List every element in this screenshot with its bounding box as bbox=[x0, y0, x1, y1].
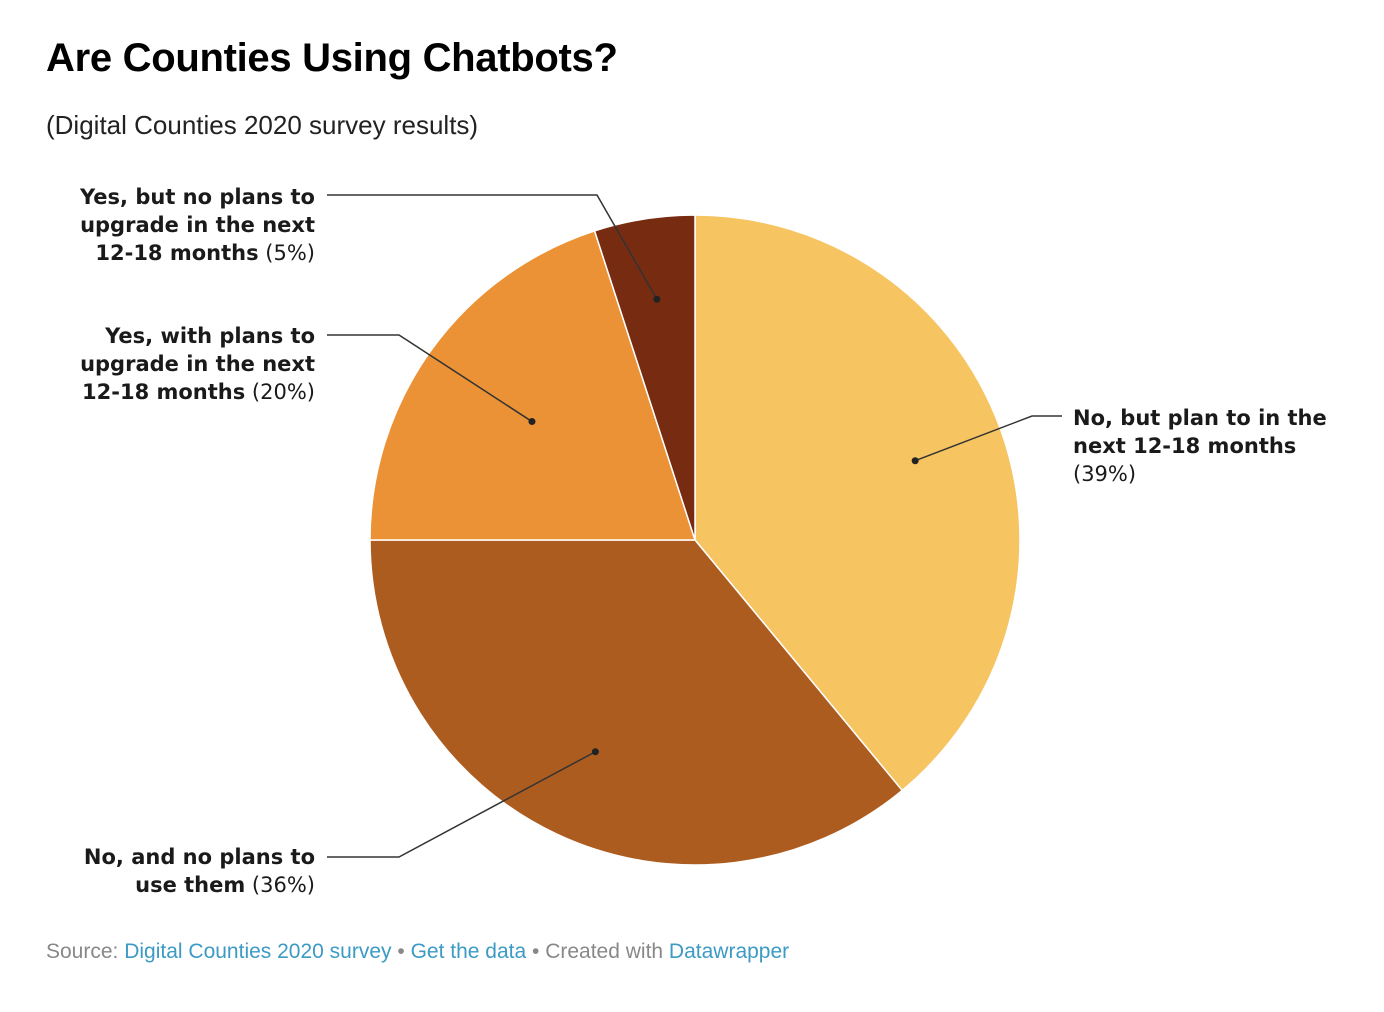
slice-label-text: No, but plan to in the bbox=[1073, 406, 1327, 430]
pie-slice[interactable] bbox=[593, 214, 696, 541]
slice-label-text: Yes, but no plans to bbox=[79, 185, 315, 209]
slice-labels: No, but plan to in the next 12-18 months (… bbox=[79, 185, 1327, 897]
slice-label: No, but plan to in the next 12-18 months (… bbox=[1073, 406, 1327, 486]
slice-label-text: No, and no plans to bbox=[84, 845, 315, 869]
footer-separator: • bbox=[526, 940, 546, 963]
slice-label-text: next 12-18 months bbox=[1073, 434, 1296, 458]
pie-slices bbox=[369, 214, 1021, 866]
leader-line bbox=[914, 415, 1062, 462]
slice-label: Yes, with plans to upgrade in the next 12-… bbox=[80, 324, 315, 404]
chart-subtitle: (Digital Counties 2020 survey results) bbox=[46, 110, 479, 140]
datawrapper-link[interactable]: Datawrapper bbox=[668, 940, 790, 963]
slice-label-text: upgrade in the next bbox=[80, 352, 315, 376]
slice-percent: (5%) bbox=[259, 241, 315, 265]
leader-dot bbox=[653, 295, 661, 303]
slice-label-text: upgrade in the next bbox=[80, 213, 315, 237]
leader-line bbox=[327, 194, 658, 300]
leader-dot bbox=[911, 457, 919, 465]
get-the-data-link[interactable]: Get the data bbox=[410, 940, 527, 963]
slice-label-text: use them bbox=[135, 873, 245, 897]
leader-dot bbox=[591, 748, 599, 756]
footer-separator: • bbox=[391, 940, 411, 963]
leader-line bbox=[327, 751, 596, 858]
slice-percent: (20%) bbox=[245, 380, 315, 404]
slice-percent: (39%) bbox=[1073, 462, 1136, 486]
slice-label: Yes, but no plans to upgrade in the next 1… bbox=[79, 185, 315, 265]
created-with-text: Created with bbox=[545, 940, 669, 963]
chart-footer: Source: Digital Counties 2020 survey • G… bbox=[46, 940, 789, 964]
slice-label-text: 12-18 months bbox=[82, 380, 245, 404]
slice-percent: (36%) bbox=[245, 873, 315, 897]
pie-slice[interactable] bbox=[369, 539, 904, 866]
label-leader-lines bbox=[327, 194, 1062, 858]
slice-label-text: Yes, with plans to bbox=[104, 324, 315, 348]
pie-slice[interactable] bbox=[694, 214, 1021, 792]
pie-slice[interactable] bbox=[369, 229, 697, 541]
slice-label: No, and no plans to use them (36%) bbox=[84, 845, 315, 897]
slice-label-text: 12-18 months bbox=[95, 241, 258, 265]
leader-line bbox=[327, 334, 533, 423]
source-link[interactable]: Digital Counties 2020 survey bbox=[124, 940, 392, 963]
chart-title: Are Counties Using Chatbots? bbox=[46, 36, 618, 80]
source-prefix: Source: bbox=[46, 940, 125, 963]
leader-dot bbox=[528, 418, 536, 426]
